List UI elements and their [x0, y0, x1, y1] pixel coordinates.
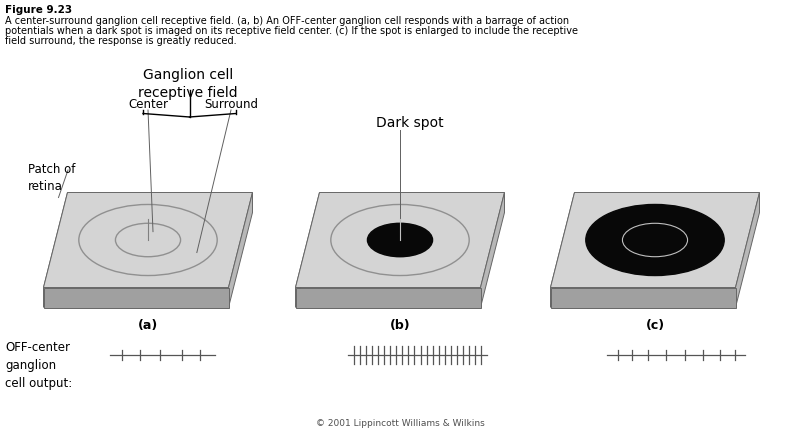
- Polygon shape: [43, 193, 253, 288]
- Text: Surround: Surround: [204, 98, 258, 111]
- Polygon shape: [43, 193, 67, 308]
- Ellipse shape: [586, 205, 724, 276]
- Text: (b): (b): [390, 319, 410, 333]
- Text: field surround, the response is greatly reduced.: field surround, the response is greatly …: [5, 36, 237, 46]
- Text: Ganglion cell
receptive field: Ganglion cell receptive field: [138, 68, 238, 101]
- Polygon shape: [295, 193, 319, 308]
- Polygon shape: [295, 193, 505, 288]
- Text: (c): (c): [646, 319, 665, 333]
- Text: (a): (a): [138, 319, 158, 333]
- Ellipse shape: [367, 223, 433, 257]
- Polygon shape: [295, 288, 481, 308]
- Text: A center-surround ganglion cell receptive field. (a, b) An OFF-center ganglion c: A center-surround ganglion cell receptiv…: [5, 16, 569, 26]
- Polygon shape: [550, 193, 574, 308]
- Polygon shape: [481, 193, 505, 308]
- Text: © 2001 Lippincott Williams & Wilkins: © 2001 Lippincott Williams & Wilkins: [316, 419, 484, 428]
- Polygon shape: [550, 288, 735, 308]
- Text: potentials when a dark spot is imaged on its receptive field center. (c) If the : potentials when a dark spot is imaged on…: [5, 26, 578, 36]
- Polygon shape: [550, 193, 759, 288]
- Text: Dark spot: Dark spot: [376, 116, 444, 130]
- Text: OFF-center
ganglion
cell output:: OFF-center ganglion cell output:: [5, 341, 72, 390]
- Text: Patch of
retina: Patch of retina: [28, 163, 75, 193]
- Polygon shape: [735, 193, 759, 308]
- Text: Figure 9.23: Figure 9.23: [5, 5, 72, 15]
- Polygon shape: [43, 288, 229, 308]
- Text: Center: Center: [128, 98, 168, 111]
- Polygon shape: [229, 193, 253, 308]
